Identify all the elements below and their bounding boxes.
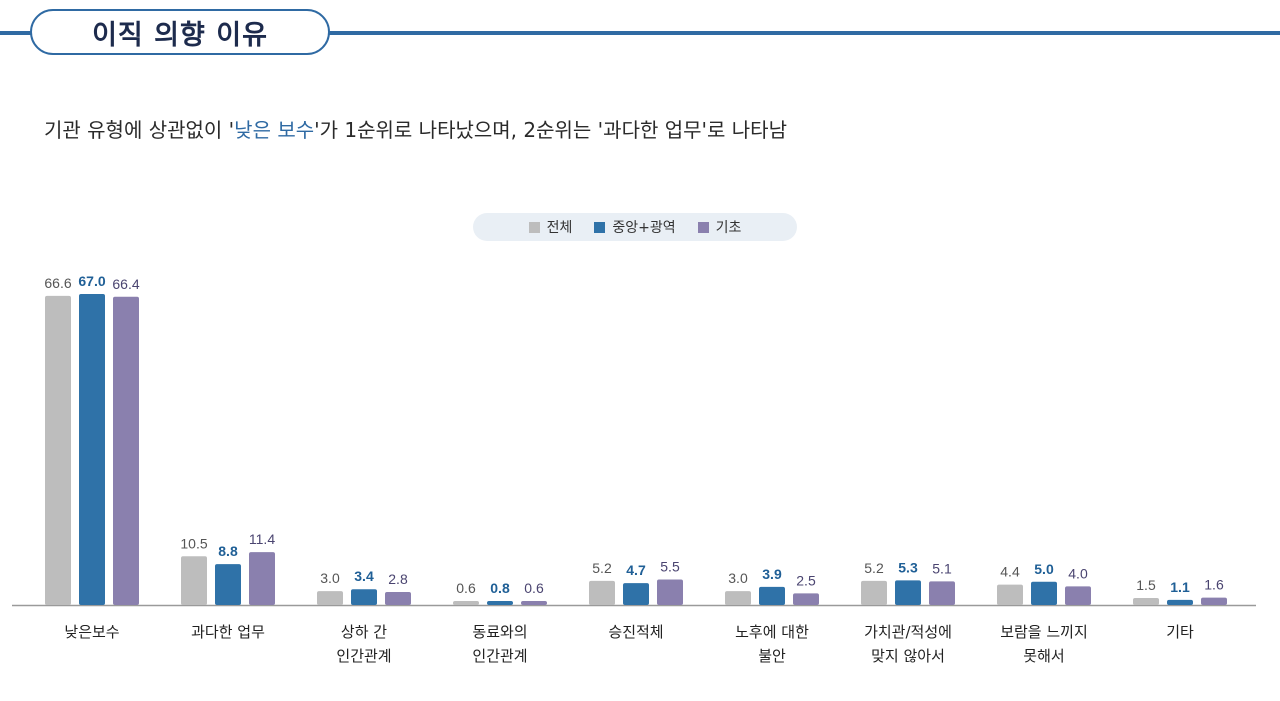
- value-label-2-2: 2.8: [388, 571, 408, 587]
- legend-item-basic: 기초: [697, 217, 742, 237]
- chart-legend: 전체 중앙+광역 기초: [473, 213, 797, 241]
- value-label-6-1: 5.3: [898, 559, 918, 575]
- bar-7-2: [1065, 586, 1091, 605]
- bar-0-2: [113, 296, 139, 605]
- category-label-3-1: 인간관계: [472, 647, 527, 665]
- bar-5-1: [759, 586, 785, 605]
- value-label-0-1: 67.0: [78, 273, 105, 289]
- bar-0-0: [45, 295, 71, 605]
- bar-5-0: [725, 591, 751, 605]
- value-label-3-1: 0.8: [490, 580, 510, 596]
- value-label-2-0: 3.0: [320, 570, 340, 586]
- bar-5-2: [793, 593, 819, 605]
- value-label-1-1: 8.8: [218, 543, 238, 559]
- legend-label-basic: 기초: [715, 220, 742, 236]
- category-label-6-1: 맞지 않아서: [871, 647, 945, 665]
- legend-swatch-central: [594, 221, 606, 233]
- bar-0-1: [79, 294, 105, 605]
- category-label-2-1: 인간관계: [336, 647, 391, 665]
- title-rule: [0, 31, 1280, 35]
- legend-label-central: 중앙+광역: [612, 220, 676, 236]
- value-label-5-0: 3.0: [728, 570, 748, 586]
- legend-label-total: 전체: [546, 220, 573, 236]
- subtitle-highlight: 낮은 보수: [234, 118, 315, 142]
- bar-3-2: [521, 601, 547, 605]
- bar-8-2: [1201, 597, 1227, 605]
- value-label-4-1: 4.7: [626, 562, 646, 578]
- category-label-0-0: 낮은보수: [64, 623, 119, 641]
- value-label-1-0: 10.5: [180, 535, 207, 551]
- value-label-3-0: 0.6: [456, 580, 476, 596]
- bar-6-0: [861, 580, 887, 605]
- category-label-6-0: 가치관/적성에: [864, 623, 952, 641]
- chart-subtitle: 기관 유형에 상관없이 '낮은 보수'가 1순위로 나타났으며, 2순위는 '과…: [44, 114, 787, 143]
- category-label-7-1: 못해서: [1023, 647, 1064, 665]
- bar-2-2: [385, 592, 411, 605]
- bar-7-0: [997, 584, 1023, 605]
- value-label-2-1: 3.4: [354, 568, 374, 584]
- value-label-0-0: 66.6: [44, 275, 71, 291]
- category-label-1-0: 과다한 업무: [191, 623, 265, 641]
- legend-item-central: 중앙+광역: [594, 217, 676, 237]
- bar-8-1: [1167, 599, 1193, 605]
- value-label-5-2: 2.5: [796, 572, 816, 588]
- value-labels-group: 66.6 67.0 66.4 10.5 8.8 11.4 3.0 3.4 2.8 0.6 0.8 0.…: [44, 273, 1224, 596]
- bar-6-1: [895, 580, 921, 605]
- category-label-2-0: 상하 간: [341, 623, 387, 641]
- bar-6-2: [929, 581, 955, 605]
- bar-8-0: [1133, 598, 1159, 605]
- value-label-3-2: 0.6: [524, 580, 544, 596]
- legend-swatch-total: [528, 221, 540, 233]
- bar-1-0: [181, 556, 207, 605]
- value-label-8-0: 1.5: [1136, 577, 1156, 593]
- value-label-1-2: 11.4: [249, 531, 275, 547]
- category-label-4-0: 승진적체: [608, 623, 663, 641]
- bar-1-2: [249, 552, 275, 605]
- value-label-8-1: 1.1: [1170, 579, 1190, 595]
- category-label-8-0: 기타: [1166, 623, 1194, 641]
- subtitle-text-start: 기관 유형에 상관없이 ': [44, 118, 235, 142]
- legend-swatch-basic: [697, 221, 709, 233]
- value-label-4-2: 5.5: [660, 558, 680, 574]
- bar-2-1: [351, 589, 377, 605]
- value-label-6-0: 5.2: [864, 560, 884, 576]
- bar-3-0: [453, 601, 479, 605]
- subtitle-text-end: '가 1순위로 나타났으며, 2순위는 '과다한 업무'로 나타남: [314, 118, 787, 142]
- value-label-0-2: 66.4: [112, 276, 139, 292]
- bar-1-1: [215, 564, 241, 605]
- bar-2-0: [317, 591, 343, 605]
- legend-item-total: 전체: [528, 217, 573, 237]
- bar-4-1: [623, 583, 649, 605]
- value-label-6-2: 5.1: [932, 560, 952, 576]
- bar-4-2: [657, 579, 683, 605]
- value-label-5-1: 3.9: [762, 566, 782, 582]
- bar-4-0: [589, 580, 615, 605]
- value-label-8-2: 1.6: [1204, 577, 1224, 593]
- value-label-4-0: 5.2: [592, 560, 612, 576]
- value-label-7-2: 4.0: [1068, 565, 1088, 581]
- value-label-7-0: 4.4: [1000, 564, 1020, 580]
- category-label-5-1: 불안: [758, 647, 786, 665]
- page-title: 이직 의향 이유: [30, 9, 330, 55]
- category-label-3-0: 동료와의: [472, 623, 527, 641]
- bar-7-1: [1031, 581, 1057, 605]
- value-label-7-1: 5.0: [1034, 561, 1054, 577]
- bar-3-1: [487, 601, 513, 605]
- category-label-5-0: 노후에 대한: [735, 623, 809, 641]
- category-label-7-0: 보람을 느끼지: [1000, 623, 1088, 641]
- bars-group: [45, 294, 1227, 605]
